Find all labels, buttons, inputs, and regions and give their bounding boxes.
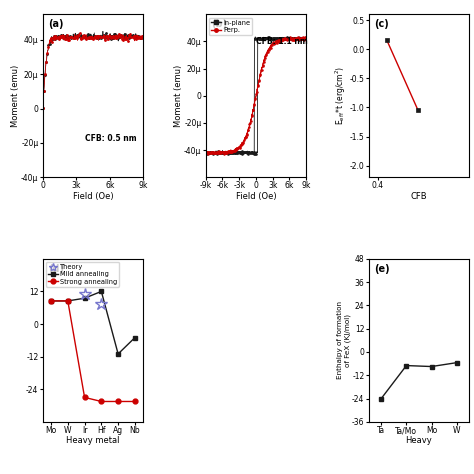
X-axis label: CFB: CFB: [410, 192, 427, 201]
Text: (e): (e): [374, 264, 389, 273]
X-axis label: Field (Oe): Field (Oe): [236, 192, 276, 201]
X-axis label: Heavy metal: Heavy metal: [66, 437, 120, 446]
Y-axis label: Moment (emu): Moment (emu): [11, 64, 20, 127]
Y-axis label: Enthalpy of formation
of FeX (KJ/mol): Enthalpy of formation of FeX (KJ/mol): [337, 301, 351, 379]
Legend: In-plane, Perp.: In-plane, Perp.: [209, 18, 252, 35]
Text: CFB: 1.1 nm: CFB: 1.1 nm: [256, 36, 308, 46]
Text: (a): (a): [48, 19, 63, 29]
Legend: Theory, Mild annealing, Strong annealing: Theory, Mild annealing, Strong annealing: [46, 262, 119, 287]
Y-axis label: Moment (emu): Moment (emu): [174, 64, 182, 127]
Y-axis label: $\mathregular{E_{eff}}$*t (erg/cm$\mathregular{^2}$): $\mathregular{E_{eff}}$*t (erg/cm$\mathr…: [334, 66, 348, 126]
Text: (d): (d): [48, 264, 64, 273]
Text: (c): (c): [374, 19, 388, 29]
X-axis label: Heavy: Heavy: [406, 437, 432, 446]
Text: CFB: 0.5 nm: CFB: 0.5 nm: [85, 135, 137, 144]
X-axis label: Field (Oe): Field (Oe): [73, 192, 113, 201]
Text: (b): (b): [210, 19, 227, 29]
